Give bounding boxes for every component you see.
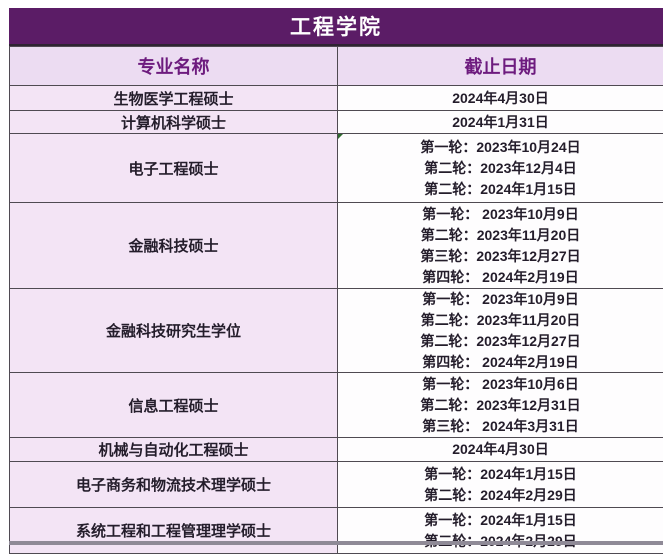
program-name-cell: 生物医学工程硕士	[10, 86, 338, 110]
column-header-program: 专业名称	[10, 47, 338, 85]
deadline-cell: 第一轮：2023年10月24日 第二轮：2023年12月4日 第二轮：2024年…	[338, 134, 663, 202]
cell-comment-marker-icon	[338, 134, 343, 139]
deadline-cell: 2024年1月31日	[338, 111, 663, 133]
program-name-cell: 电子工程硕士	[10, 134, 338, 202]
deadline-line: 第二轮：2023年12月27日	[420, 332, 581, 349]
deadline-table: 工程学院 专业名称 截止日期 生物医学工程硕士 2024年4月30日 计算机科学…	[9, 8, 663, 554]
table-row: 计算机科学硕士 2024年1月31日	[10, 111, 663, 134]
table-row: 系统工程和工程管理理学硕士 第一轮：2024年1月15日 第二轮：2024年2月…	[10, 508, 663, 554]
deadline-line: 第四轮： 2024年2月19日	[422, 268, 579, 285]
column-header-row: 专业名称 截止日期	[10, 47, 663, 86]
deadline-cell: 2024年4月30日	[338, 86, 663, 110]
table-title: 工程学院	[9, 8, 663, 46]
deadline-line: 第三轮： 2024年3月31日	[422, 417, 579, 434]
deadline-line: 第二轮：2023年11月20日	[420, 311, 581, 328]
table-row: 电子商务和物流技术理学硕士 第一轮：2024年1月15日 第二轮：2024年2月…	[10, 462, 663, 508]
program-name-cell: 金融科技研究生学位	[10, 289, 338, 372]
table-row: 金融科技硕士 第一轮： 2023年10月9日 第二轮：2023年11月20日 第…	[10, 203, 663, 289]
table-row: 信息工程硕士 第一轮： 2023年10月6日 第二轮：2023年12月31日 第…	[10, 373, 663, 438]
deadline-line: 第二轮：2023年12月4日	[424, 159, 577, 176]
deadline-cell: 第一轮： 2023年10月9日 第二轮：2023年11月20日 第三轮：2023…	[338, 203, 663, 288]
deadline-line: 2024年1月31日	[452, 113, 549, 130]
deadline-cell: 2024年4月30日	[338, 438, 663, 461]
program-name-cell: 信息工程硕士	[10, 373, 338, 437]
cutoff-edge-strip	[9, 541, 663, 545]
deadline-line: 2024年4月30日	[452, 441, 549, 457]
deadline-line: 第四轮： 2024年2月19日	[422, 353, 579, 370]
program-name-cell: 电子商务和物流技术理学硕士	[10, 462, 338, 507]
table-row: 机械与自动化工程硕士 2024年4月30日	[10, 438, 663, 462]
deadline-line: 第一轮：2024年1月15日	[424, 465, 577, 482]
deadline-line: 第一轮：2024年1月15日	[424, 511, 577, 528]
table-row: 生物医学工程硕士 2024年4月30日	[10, 86, 663, 111]
deadline-line: 第一轮：2023年10月24日	[420, 138, 581, 155]
deadline-line: 第二轮：2024年1月15日	[424, 180, 577, 197]
program-name-cell: 计算机科学硕士	[10, 111, 338, 133]
deadline-line: 第一轮： 2023年10月9日	[422, 290, 579, 307]
deadline-line: 2024年4月30日	[452, 89, 549, 106]
deadline-line: 第三轮：2023年12月27日	[420, 247, 581, 264]
deadline-cell: 第一轮： 2023年10月9日 第二轮：2023年11月20日 第二轮：2023…	[338, 289, 663, 372]
deadline-line: 第二轮：2023年11月20日	[420, 226, 581, 243]
deadline-line: 第一轮： 2023年10月9日	[422, 205, 579, 222]
deadline-line: 第二轮：2024年2月29日	[424, 486, 577, 503]
table-row: 金融科技研究生学位 第一轮： 2023年10月9日 第二轮：2023年11月20…	[10, 289, 663, 373]
deadline-cell: 第一轮：2024年1月15日 第二轮：2024年2月29日	[338, 462, 663, 507]
table-row: 电子工程硕士 第一轮：2023年10月24日 第二轮：2023年12月4日 第二…	[10, 134, 663, 203]
program-name-cell: 金融科技硕士	[10, 203, 338, 288]
deadline-cell: 第一轮： 2023年10月6日 第二轮：2023年12月31日 第三轮： 202…	[338, 373, 663, 437]
deadline-line: 第二轮：2023年12月31日	[420, 396, 581, 413]
deadline-cell: 第一轮：2024年1月15日 第二轮：2024年2月29日	[338, 508, 663, 553]
column-header-deadline: 截止日期	[464, 57, 537, 77]
deadline-line: 第一轮： 2023年10月6日	[422, 375, 579, 392]
program-name-cell: 机械与自动化工程硕士	[10, 438, 338, 461]
table-body: 专业名称 截止日期 生物医学工程硕士 2024年4月30日 计算机科学硕士 20…	[9, 46, 663, 554]
program-name-cell: 系统工程和工程管理理学硕士	[10, 508, 338, 553]
